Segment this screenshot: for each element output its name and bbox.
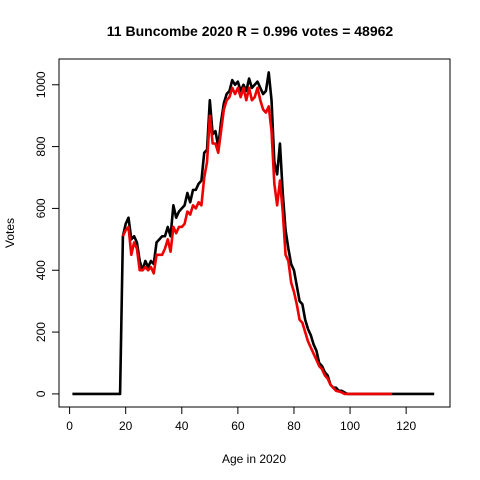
y-tick-label: 600 [34, 198, 48, 218]
y-tick-label: 400 [34, 260, 48, 280]
series-layer [72, 71, 435, 396]
series-line-red [121, 86, 393, 396]
x-tick-label: 20 [119, 419, 133, 433]
x-tick-label: 40 [175, 419, 189, 433]
chart-title: 11 Buncombe 2020 R = 0.996 votes = 48962 [107, 23, 394, 39]
x-tick-label: 120 [396, 419, 416, 433]
x-tick-label: 100 [340, 419, 360, 433]
x-tick-label: 60 [231, 419, 245, 433]
x-axis-label: Age in 2020 [222, 452, 286, 466]
y-tick-label: 200 [34, 322, 48, 342]
y-axis-label: Votes [3, 218, 17, 248]
series-line-black [72, 71, 435, 396]
x-axis: 0 20 40 60 80 100 120 [66, 407, 416, 433]
y-tick-label: 1000 [34, 71, 48, 98]
x-tick-label: 80 [287, 419, 301, 433]
y-tick-label: 0 [34, 390, 48, 397]
plot-frame [58, 58, 451, 408]
y-axis: 0 200 400 600 800 1000 [34, 71, 59, 397]
y-tick-label: 800 [34, 136, 48, 156]
x-tick-label: 0 [66, 419, 73, 433]
